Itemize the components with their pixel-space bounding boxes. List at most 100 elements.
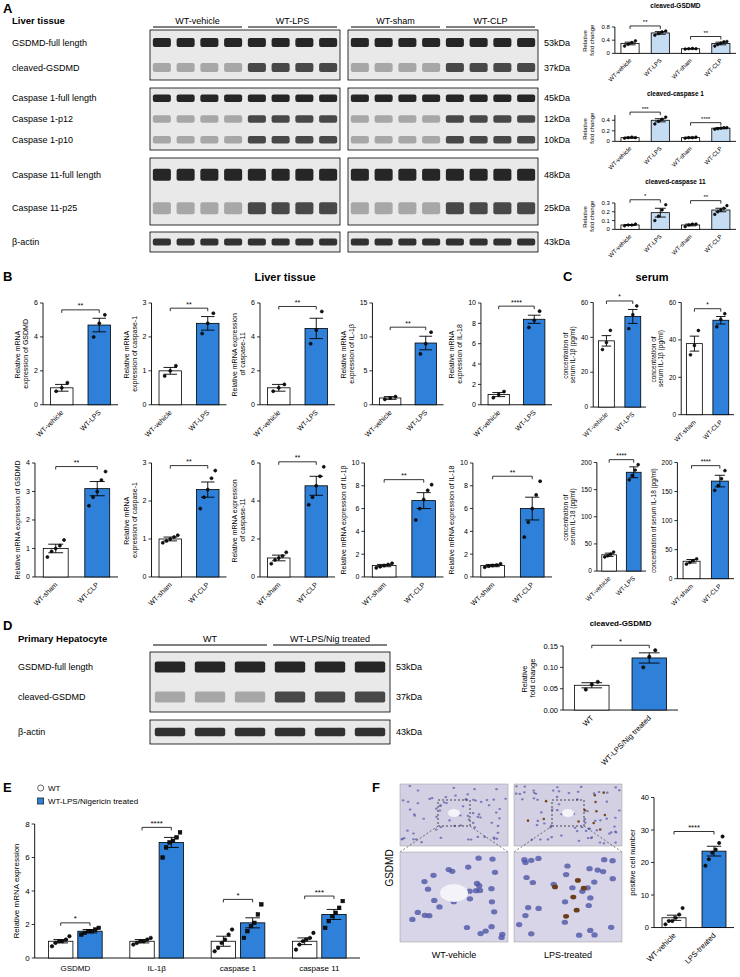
error-bar <box>216 936 231 946</box>
data-point <box>717 43 720 46</box>
error-bar <box>685 48 696 50</box>
error-bar <box>685 137 696 138</box>
significance-bracket <box>692 466 720 469</box>
nucleus <box>586 903 592 908</box>
nucleus <box>446 867 452 872</box>
tick-label: 6 <box>251 299 255 306</box>
data-point <box>169 369 172 372</box>
error-line <box>720 208 721 212</box>
band <box>517 95 535 102</box>
blot-box <box>150 30 340 80</box>
positive-cell <box>574 908 580 913</box>
data-point <box>391 562 394 565</box>
nucleus <box>417 789 420 791</box>
error-cap <box>655 31 666 32</box>
band-label: cleaved-GSDMD <box>12 63 80 73</box>
data-point <box>609 329 612 332</box>
nucleus <box>580 786 583 788</box>
tick-label: 50 <box>585 540 593 547</box>
error-cap <box>715 486 725 487</box>
data-point <box>693 344 696 347</box>
nucleus <box>558 790 561 792</box>
error-bar <box>48 544 63 553</box>
nucleus <box>439 805 442 807</box>
data-point <box>713 489 716 492</box>
data-point <box>654 34 657 37</box>
nucleus <box>466 793 469 795</box>
error-bar <box>164 367 177 374</box>
nucleus <box>493 837 496 839</box>
band <box>422 115 440 122</box>
tick-label: 150 <box>581 486 592 493</box>
band <box>315 662 345 673</box>
error-bar <box>655 208 666 217</box>
band <box>224 169 242 181</box>
band <box>398 169 416 181</box>
data-point <box>98 322 101 325</box>
blot-box <box>150 232 340 252</box>
band <box>200 95 218 102</box>
chart-title: cleaved-GSDMD <box>650 2 701 9</box>
data-point <box>199 507 202 510</box>
data-point <box>713 213 716 216</box>
band-size: 43kDa <box>396 727 422 737</box>
tick-label: 0 <box>251 401 255 408</box>
significance-label: ** <box>186 458 192 465</box>
significance-label: ** <box>703 194 708 200</box>
blot-box <box>348 88 538 150</box>
error-cap <box>655 217 666 218</box>
data-point <box>414 518 417 521</box>
chart: cleaved-caspase 1Relative fold change00.… <box>582 90 736 171</box>
axis-title-line: Relative mRNA expression <box>231 311 239 396</box>
error-bar <box>639 653 660 663</box>
tick-label: 10 <box>641 891 649 900</box>
nucleus <box>605 818 608 820</box>
nucleus <box>547 838 550 840</box>
data-point <box>164 846 168 850</box>
nucleus <box>465 865 471 870</box>
chart: Relative mRNA expression02468*GSDMD****I… <box>12 784 360 973</box>
micrographs: GSDMDWT-vehicleLPS-treated <box>384 784 622 960</box>
tick-label: 8 <box>464 482 468 489</box>
data-point <box>723 312 726 315</box>
band <box>375 238 393 245</box>
error-cap <box>625 138 636 139</box>
data-point <box>277 386 280 389</box>
data-point <box>139 939 143 943</box>
significance-bracket <box>691 201 721 204</box>
error-bar <box>201 317 214 331</box>
bar <box>651 33 669 53</box>
data-point <box>687 224 690 227</box>
tick-label: 2 <box>472 381 476 388</box>
error-bar <box>310 318 323 338</box>
y-axis <box>681 303 682 415</box>
tick-label: 40 <box>581 334 589 341</box>
band <box>200 38 218 47</box>
nucleus <box>516 922 522 927</box>
data-point <box>491 564 494 567</box>
tick-label: 0 <box>251 573 255 580</box>
nucleus <box>467 815 470 817</box>
band <box>153 136 171 143</box>
data-point <box>631 136 634 139</box>
axis-title-line: serum IL-1β (pg/ml) <box>657 330 665 387</box>
tick-label: 0.4 <box>602 37 611 43</box>
positive-cell <box>602 791 605 794</box>
nucleus <box>412 832 415 834</box>
data-point <box>165 539 168 542</box>
category-label: WT-CLP <box>403 581 427 605</box>
nucleus <box>489 856 495 861</box>
band <box>470 136 488 143</box>
band <box>355 662 385 673</box>
bar <box>632 658 666 710</box>
nucleus <box>528 858 534 863</box>
nucleus <box>599 819 602 821</box>
nucleus <box>556 809 559 811</box>
bar <box>211 941 235 958</box>
data-point <box>664 203 667 206</box>
data-point <box>723 41 726 44</box>
data-point <box>161 541 164 544</box>
data-point <box>492 396 495 399</box>
data-point <box>654 219 657 222</box>
data-point <box>726 126 729 129</box>
